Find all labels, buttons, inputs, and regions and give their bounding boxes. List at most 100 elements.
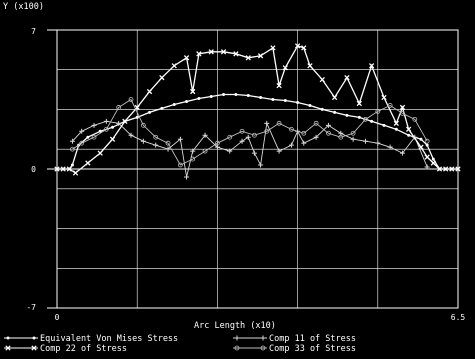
data-point-comp-33 [190,156,196,162]
plot-series [54,43,461,180]
data-point-comp-22 [257,53,264,59]
data-point-comp-11 [79,128,85,134]
data-point-von-mises [86,135,90,139]
data-point-comp-33 [301,130,307,136]
data-point-comp-11 [140,138,146,144]
data-point-comp-22 [54,166,60,172]
data-point-comp-22 [368,63,375,69]
y-axis-title: Y (x100) [3,2,44,12]
data-point-comp-22 [301,45,307,51]
legend-label-comp-11: Comp 11 of Stress [269,334,356,344]
series-line-comp-33 [72,98,428,166]
legend-marker-comp-11 [260,335,266,341]
data-point-comp-22 [245,55,251,61]
data-point-comp-22 [171,63,177,69]
legend-label-comp-22: Comp 22 of Stress [40,344,127,354]
data-point-comp-11 [69,138,75,144]
data-point-comp-22 [220,49,227,55]
data-point-comp-33 [202,148,208,154]
data-point-comp-11 [258,162,264,168]
data-point-comp-22 [393,120,399,126]
data-point-comp-11 [128,132,134,138]
data-point-comp-11 [190,148,196,154]
legend-item-von-mises: Equivalent Von Mises Stress [4,334,178,344]
legend-item-comp-33: Comp 33 of Stress [233,344,356,354]
data-point-comp-11 [350,136,356,142]
x-axis-title: Arc Length (x10) [194,321,276,331]
data-point-comp-22 [146,88,153,95]
legend-marker-comp-33 [234,345,240,351]
data-point-comp-11 [276,148,282,154]
data-point-comp-33 [375,109,381,114]
data-point-comp-22 [183,55,190,61]
y-tick-label-zero: 0 [31,165,36,174]
data-point-comp-11 [116,120,122,126]
data-point-comp-11 [184,174,190,180]
data-point-von-mises [160,106,164,110]
data-point-comp-33 [91,134,97,140]
data-point-comp-22 [109,136,116,142]
data-point-von-mises [222,93,226,97]
legend-label-comp-33: Comp 33 of Stress [269,344,356,354]
data-point-comp-11 [325,122,331,128]
data-point-von-mises [283,98,287,102]
data-point-von-mises [419,137,423,141]
data-point-comp-33 [79,140,85,146]
legend-item-comp-11: Comp 11 of Stress [233,334,356,344]
data-point-comp-22 [344,74,350,81]
data-point-comp-22 [418,144,424,150]
legend-marker-comp-22 [5,345,11,351]
data-point-von-mises [382,123,386,127]
legend-marker-comp-33 [260,345,266,351]
data-point-comp-11 [202,132,208,138]
data-point-von-mises [271,98,275,101]
data-point-comp-33 [264,128,270,134]
data-point-comp-22 [455,166,461,172]
data-point-comp-11 [424,164,430,170]
data-point-comp-22 [233,51,239,57]
data-point-von-mises [431,157,435,161]
data-point-comp-22 [66,166,72,172]
data-point-von-mises [308,103,312,107]
legend-marker-von-mises [32,336,36,340]
data-point-comp-22 [85,160,91,166]
data-point-comp-33 [239,128,245,134]
data-point-comp-33 [313,120,319,126]
data-point-comp-33 [424,138,430,144]
legend-label-von-mises: Equivalent Von Mises Stress [40,334,178,344]
data-point-comp-22 [159,74,165,81]
data-point-von-mises [234,93,238,97]
data-point-von-mises [148,110,152,114]
data-point-comp-11 [165,146,171,152]
data-point-comp-22 [405,126,412,132]
data-point-von-mises [185,99,189,103]
data-point-von-mises [357,115,361,119]
data-point-comp-22 [331,94,338,101]
legend: Equivalent Von Mises Stress Comp 11 of S… [4,334,356,354]
data-point-von-mises [246,94,250,98]
data-point-comp-22 [436,166,443,172]
data-point-comp-33 [177,162,183,168]
data-point-comp-33 [338,134,344,140]
data-point-comp-22 [424,154,430,160]
data-point-comp-11 [177,136,183,142]
data-point-von-mises [209,95,213,99]
data-point-comp-22 [356,100,362,107]
data-point-von-mises [70,163,74,167]
x-tick-label-start: 0 [55,313,60,322]
data-point-comp-33 [400,111,405,116]
tick-labels: 7 0 -7 0 6.5 [26,27,465,322]
data-point-comp-11 [264,120,270,126]
data-point-comp-33 [350,130,356,136]
legend-item-comp-22: Comp 22 of Stress [4,344,127,354]
legend-marker-comp-22 [31,345,37,351]
data-point-comp-22 [270,45,276,51]
data-point-comp-22 [443,166,449,172]
data-point-comp-33 [70,146,75,152]
legend-marker-von-mises [6,336,10,340]
series-comp-22 [54,43,461,176]
data-point-comp-33 [153,134,159,140]
data-point-von-mises [259,96,263,100]
data-point-comp-33 [140,122,146,128]
